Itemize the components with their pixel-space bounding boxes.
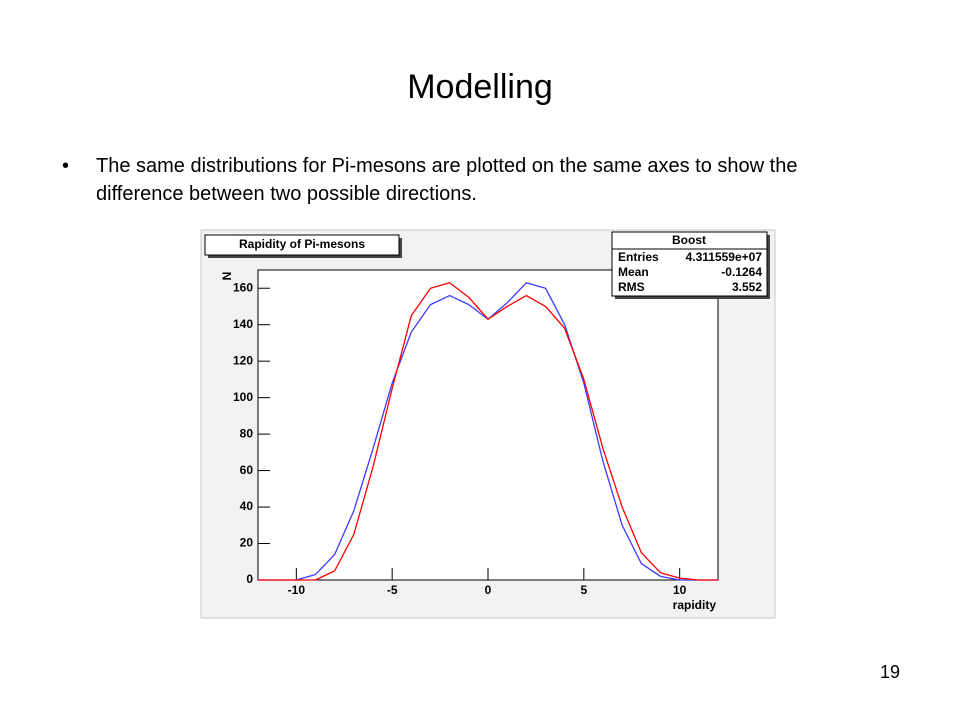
x-axis-label: rapidity: [673, 598, 717, 612]
stats-value: -0.1264: [721, 265, 762, 279]
stats-label: Entries: [618, 250, 659, 264]
y-tick-label: 40: [240, 499, 254, 513]
stats-label: RMS: [618, 280, 645, 294]
series-line: [258, 282, 718, 581]
y-tick-label: 120: [233, 353, 253, 367]
x-tick-label: 5: [580, 583, 587, 597]
y-tick-label: 160: [233, 280, 253, 294]
y-tick-label: 20: [240, 536, 254, 550]
stats-box: [611, 231, 768, 297]
y-tick-label: 60: [240, 463, 254, 477]
y-tick-label: 100: [233, 390, 253, 404]
chart-title: Rapidity of Pi-mesons: [239, 237, 365, 251]
bullet: • The same distributions for Pi-mesons ar…: [62, 152, 852, 208]
x-tick-label: 0: [485, 583, 492, 597]
x-tick-label: -10: [288, 583, 306, 597]
title-box: [204, 234, 400, 256]
slide-title: Modelling: [407, 68, 553, 106]
page-number: 19: [880, 662, 901, 682]
y-tick-label: 0: [246, 572, 253, 586]
x-tick-label: 10: [673, 583, 687, 597]
stats-value: 4.311559e+07: [686, 250, 763, 264]
x-tick-label: -5: [387, 583, 398, 597]
y-axis-label: N: [220, 272, 234, 281]
y-tick-label: 80: [240, 426, 254, 440]
stats-value: 3.552: [732, 280, 762, 294]
plot-frame: [257, 269, 719, 581]
bullet-text: The same distributions for Pi-mesons are…: [96, 155, 798, 205]
stats-label: Mean: [618, 265, 649, 279]
y-tick-label: 140: [233, 317, 253, 331]
stats-title: Boost: [672, 233, 706, 247]
